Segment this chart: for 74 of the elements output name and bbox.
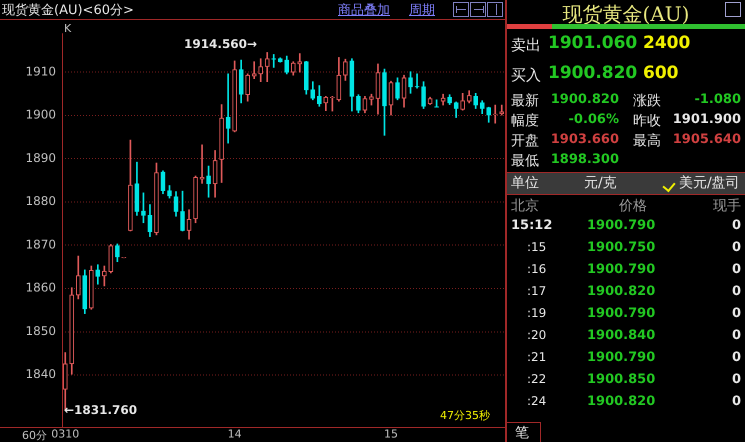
text: 买入 (511, 66, 541, 85)
y-tick-label: 1870 (25, 237, 56, 252)
text: 1900.820 (550, 92, 619, 107)
text: :21 (527, 350, 546, 364)
text: 价格 (619, 197, 647, 215)
text: 0 (730, 262, 741, 277)
text: 0 (730, 306, 741, 321)
text: 1900.790 (587, 262, 656, 277)
text: :19 (527, 306, 546, 320)
text: 周期 (409, 2, 435, 19)
text: :22 (527, 372, 546, 386)
text: 商品叠加 (338, 2, 390, 19)
y-tick-label: 1910 (25, 64, 56, 78)
y-tick-label: 1840 (25, 367, 56, 382)
annotation: K (64, 22, 72, 35)
chart-title: 现货黄金(AU)<60分> (2, 2, 134, 19)
text: 0 (730, 350, 741, 365)
text: 最高 (633, 132, 661, 150)
text: 1905.640 (672, 132, 741, 147)
text: 1900.790 (587, 306, 656, 321)
text: 开盘 (511, 132, 539, 150)
annotation: ←1831.760 (64, 403, 138, 417)
text: 1900.820 (587, 394, 656, 409)
y-tick-label: 1860 (25, 280, 56, 295)
text: 1901.900 (672, 112, 741, 127)
text: :16 (527, 262, 546, 276)
text: 涨跌 (633, 92, 661, 110)
text: 0 (730, 284, 741, 299)
y-tick-label: 1850 (25, 324, 56, 338)
x-tick-label: 0310 (51, 427, 80, 440)
text: 0 (730, 240, 741, 255)
text: 单位 (511, 174, 539, 192)
text: 1900.820 (548, 63, 638, 83)
text: 1901.060 (548, 33, 638, 53)
text: 昨收 (633, 112, 661, 130)
text: 1900.840 (587, 328, 656, 343)
text: 1903.660 (550, 132, 619, 147)
text: 美元/盘司 (679, 174, 740, 192)
text: 0 (730, 218, 741, 233)
text: 最新 (511, 92, 539, 110)
text: :24 (527, 394, 546, 408)
x-tick-label: 14 (228, 427, 242, 440)
x-axis-title: 60分 (22, 428, 47, 442)
text: 1900.790 (587, 218, 656, 233)
annotation: 1914.560→ (184, 37, 258, 51)
text: 卖出 (511, 36, 541, 55)
text: :20 (527, 328, 546, 342)
text: 0 (730, 372, 741, 387)
y-tick-label: 1890 (25, 150, 56, 165)
text: 幅度 (511, 112, 539, 130)
text: 2400 (643, 33, 690, 53)
text: :17 (527, 284, 546, 298)
text: :15 (527, 240, 546, 254)
text: 1900.850 (587, 372, 656, 387)
text: 0 (730, 394, 741, 409)
text: 最低 (511, 152, 539, 170)
text: 15:12 (511, 218, 552, 233)
text: -0.06% (568, 112, 619, 127)
text: 笔 (515, 424, 529, 442)
text: 北京 (511, 197, 539, 215)
text: 现手 (713, 197, 741, 215)
text: 元/克 (584, 174, 617, 192)
text: -1.080 (693, 92, 741, 107)
text: 0 (730, 328, 741, 343)
x-tick-label: 15 (384, 427, 398, 440)
y-tick-label: 1900 (25, 108, 56, 122)
text: 600 (643, 63, 678, 83)
text: 现货黄金(AU) (562, 1, 690, 28)
y-tick-label: 1880 (25, 194, 56, 208)
annotation: 47分35秒 (440, 408, 490, 423)
text: 1900.820 (587, 284, 656, 299)
text: 1898.300 (550, 152, 619, 167)
text: 1900.750 (587, 240, 656, 255)
text: 1900.790 (587, 350, 656, 365)
